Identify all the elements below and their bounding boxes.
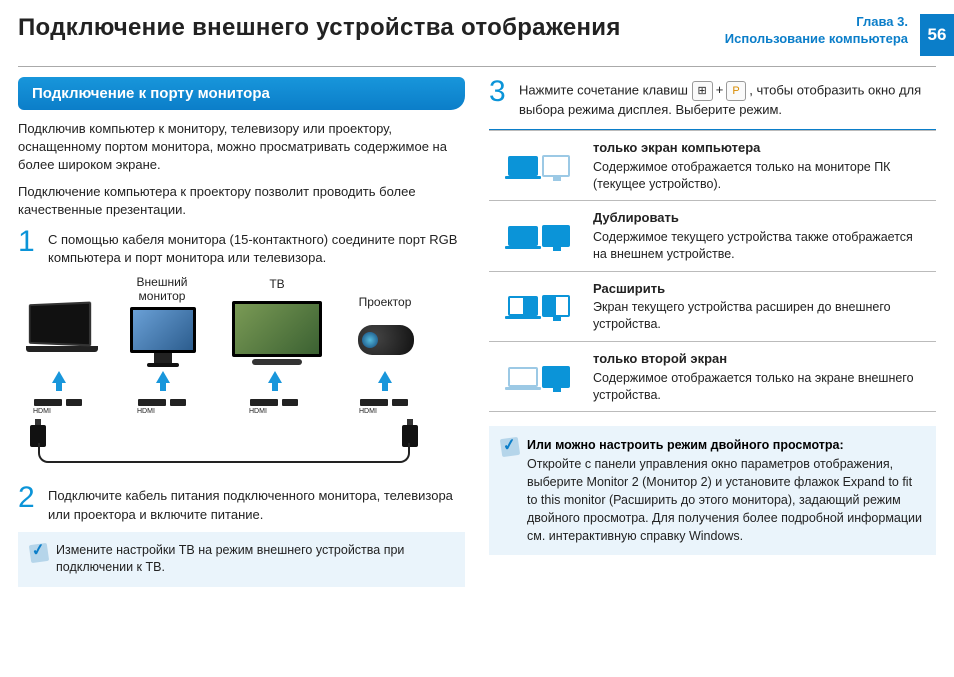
port-icon	[138, 399, 166, 406]
chapter-line1: Глава 3.	[725, 14, 908, 31]
port-icon	[170, 399, 186, 406]
note-icon	[29, 543, 49, 563]
note-text: Измените настройки ТВ на режим внешнего …	[56, 542, 453, 577]
label-projector: Проектор	[350, 295, 420, 309]
tv-icon	[232, 301, 322, 365]
step-1: 1 С помощью кабеля монитора (15-контактн…	[18, 227, 465, 267]
arrow-icon	[156, 371, 170, 383]
intro-paragraph-1: Подключив компьютер к монитору, телевизо…	[18, 120, 465, 175]
mode-desc: Содержимое текущего устройства также ото…	[593, 230, 913, 261]
laptop-icon	[26, 303, 98, 352]
page-number: 56	[920, 14, 954, 56]
p-key: P	[726, 81, 745, 101]
step-text: С помощью кабеля монитора (15-контактног…	[48, 227, 465, 267]
label-monitor: Внешний монитор	[122, 275, 202, 303]
mode-icon-pc-only	[495, 139, 583, 192]
arrow-icon	[378, 371, 392, 383]
mode-desc: Содержимое отображается только на экране…	[593, 371, 914, 402]
port-icon	[282, 399, 298, 406]
step-text: Нажмите сочетание клавиш ⊞+P , чтобы ото…	[519, 77, 936, 119]
port-label: HDMI	[137, 408, 155, 415]
mode-icon-second-only	[495, 350, 583, 403]
port-icon	[66, 399, 82, 406]
port-label: HDMI	[359, 408, 377, 415]
note-icon	[500, 437, 520, 457]
monitor-icon	[130, 307, 196, 367]
tv-note: Измените настройки ТВ на режим внешнего …	[18, 532, 465, 587]
tip-title: Или можно настроить режим двойного просм…	[527, 438, 844, 452]
mode-title: только второй экран	[593, 350, 930, 368]
mode-row: Расширить Экран текущего устройства расши…	[489, 272, 936, 342]
tip-body: Откройте с панели управления окно параме…	[527, 457, 922, 544]
port-icon	[34, 399, 62, 406]
section-heading: Подключение к порту монитора	[18, 77, 465, 110]
step-number: 2	[18, 483, 40, 523]
label-tv: ТВ	[262, 277, 292, 291]
chapter-label: Глава 3. Использование компьютера	[725, 14, 914, 48]
mode-row: только экран компьютера Содержимое отобра…	[489, 130, 936, 201]
plus-sign: +	[716, 82, 724, 97]
mode-title: Расширить	[593, 280, 930, 298]
mode-icon-duplicate	[495, 209, 583, 262]
port-icon	[250, 399, 278, 406]
left-column: Подключение к порту монитора Подключив к…	[18, 77, 465, 677]
mode-row: только второй экран Содержимое отображает…	[489, 342, 936, 412]
header-divider	[18, 66, 936, 67]
step-2: 2 Подключите кабель питания подключенног…	[18, 483, 465, 523]
connection-diagram: Внешний монитор ТВ Проектор H	[18, 277, 465, 477]
arrow-icon	[268, 371, 282, 383]
port-icon	[392, 399, 408, 406]
cable-icon	[24, 425, 424, 469]
display-modes-table: только экран компьютера Содержимое отобра…	[489, 129, 936, 412]
port-label: HDMI	[249, 408, 267, 415]
mode-title: Дублировать	[593, 209, 930, 227]
port-label: HDMI	[33, 408, 51, 415]
mode-icon-extend	[495, 280, 583, 333]
step3-text-a: Нажмите сочетание клавиш	[519, 82, 692, 97]
step-number: 1	[18, 227, 40, 267]
step-number: 3	[489, 77, 511, 119]
page-header: Подключение внешнего устройства отображе…	[0, 0, 954, 66]
intro-paragraph-2: Подключение компьютера к проектору позво…	[18, 183, 465, 219]
step-text: Подключите кабель питания подключенного …	[48, 483, 465, 523]
right-column: 3 Нажмите сочетание клавиш ⊞+P , чтобы о…	[489, 77, 936, 677]
step-3: 3 Нажмите сочетание клавиш ⊞+P , чтобы о…	[489, 77, 936, 119]
windows-key: ⊞	[692, 81, 713, 101]
mode-title: только экран компьютера	[593, 139, 930, 157]
projector-icon	[358, 325, 414, 355]
mode-row: Дублировать Содержимое текущего устройств…	[489, 201, 936, 271]
page-title: Подключение внешнего устройства отображе…	[18, 14, 725, 42]
mode-desc: Содержимое отображается только на монито…	[593, 160, 890, 191]
chapter-line2: Использование компьютера	[725, 31, 908, 48]
dual-view-tip: Или можно настроить режим двойного просм…	[489, 426, 936, 555]
arrow-icon	[52, 371, 66, 383]
port-icon	[360, 399, 388, 406]
mode-desc: Экран текущего устройства расширен до вн…	[593, 300, 891, 331]
